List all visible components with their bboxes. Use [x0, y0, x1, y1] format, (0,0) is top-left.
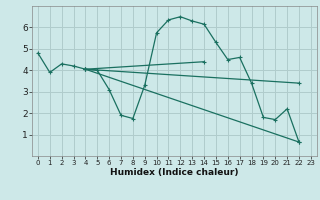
X-axis label: Humidex (Indice chaleur): Humidex (Indice chaleur) — [110, 168, 239, 177]
